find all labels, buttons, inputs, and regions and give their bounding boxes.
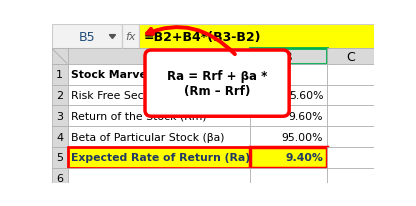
Bar: [67, 106, 250, 127]
Bar: [250, 127, 327, 147]
Bar: [52, 147, 67, 168]
Bar: [67, 127, 250, 147]
Bar: [327, 85, 374, 106]
Text: Beta of Particular Stock (βa): Beta of Particular Stock (βa): [72, 132, 225, 142]
Bar: [52, 49, 67, 64]
Bar: [250, 106, 327, 127]
Bar: [327, 127, 374, 147]
Bar: [52, 106, 67, 127]
Polygon shape: [109, 35, 116, 39]
Bar: [327, 168, 374, 189]
Bar: [52, 64, 67, 85]
Bar: [327, 64, 374, 85]
Bar: [52, 127, 67, 147]
Bar: [250, 85, 327, 106]
Text: Expected Rate of Return (Ra): Expected Rate of Return (Ra): [72, 153, 250, 163]
Text: fx: fx: [125, 32, 136, 42]
Text: Return of the Stock (Rm): Return of the Stock (Rm): [72, 111, 207, 121]
Text: 1: 1: [56, 70, 63, 80]
Text: Stock Marvel: Stock Marvel: [72, 70, 151, 80]
Bar: [250, 49, 327, 64]
Text: 9.40%: 9.40%: [285, 153, 323, 163]
Text: 2: 2: [56, 91, 63, 101]
Text: 4: 4: [56, 132, 63, 142]
Bar: [327, 106, 374, 127]
Text: Ra = Rrf + βa *: Ra = Rrf + βa *: [167, 70, 267, 83]
Text: B5: B5: [79, 30, 95, 43]
Bar: [67, 49, 250, 64]
Bar: [52, 85, 67, 106]
Bar: [52, 25, 122, 49]
Bar: [327, 49, 374, 64]
Text: 3: 3: [56, 111, 63, 121]
Text: =B2+B4*(B3-B2): =B2+B4*(B3-B2): [144, 30, 261, 43]
Bar: [67, 168, 250, 189]
Text: 9.60%: 9.60%: [289, 111, 323, 121]
Text: Risk Free Security Return (Rrf ): Risk Free Security Return (Rrf ): [72, 91, 240, 101]
Text: 5.60%: 5.60%: [289, 91, 323, 101]
Text: B: B: [284, 50, 293, 63]
Text: (Rm – Rrf): (Rm – Rrf): [184, 85, 250, 98]
FancyBboxPatch shape: [145, 51, 289, 117]
Text: 95.00%: 95.00%: [282, 132, 323, 142]
Bar: [52, 168, 67, 189]
Bar: [122, 25, 139, 49]
Text: 5: 5: [56, 153, 63, 163]
Bar: [327, 147, 374, 168]
Bar: [67, 147, 250, 168]
Bar: [250, 147, 327, 168]
Bar: [67, 64, 250, 85]
Text: 6: 6: [56, 173, 63, 183]
Bar: [250, 168, 327, 189]
Bar: [67, 85, 250, 106]
Text: C: C: [347, 50, 355, 63]
Bar: [139, 25, 374, 49]
Bar: [250, 64, 327, 85]
